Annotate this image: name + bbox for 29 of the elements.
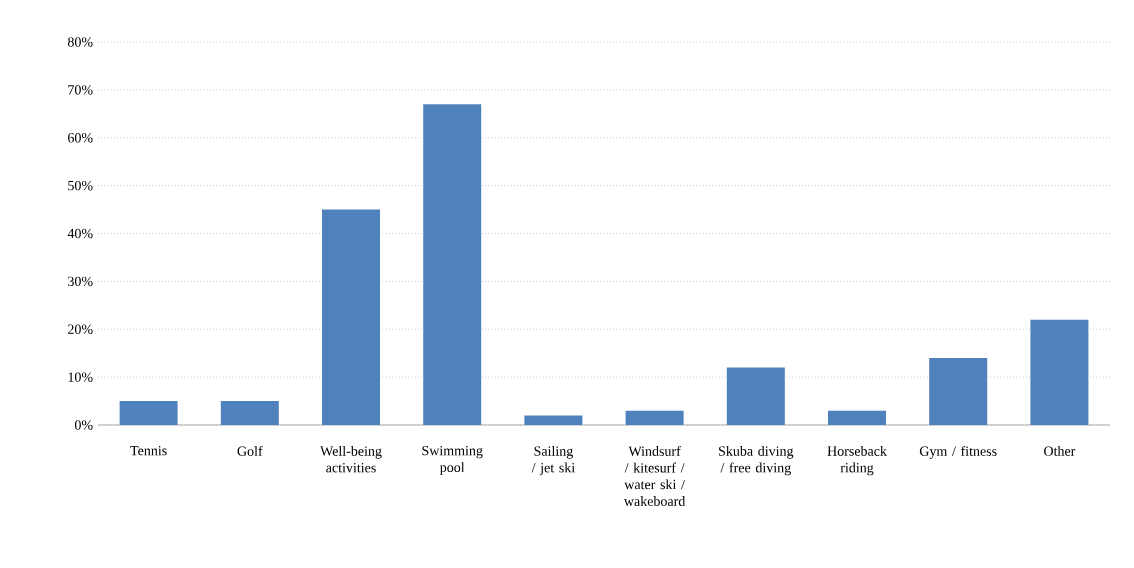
x-tick-label: Skuba diving / free diving <box>719 445 794 476</box>
y-tick-label: 70% <box>68 85 93 95</box>
x-tick-label: Other <box>1044 445 1076 456</box>
bar <box>220 401 279 425</box>
bar <box>119 401 178 425</box>
x-tick-label: Windsurf / kitesurf / water ski / wakeboard <box>623 445 686 506</box>
y-tick-label: 60% <box>68 133 93 143</box>
bar <box>423 104 482 425</box>
y-tick-label: 0% <box>74 420 93 430</box>
x-tick-label: Swimming pool <box>422 445 483 475</box>
x-tick-label: Gym / fitness <box>919 445 997 459</box>
bar <box>524 415 583 425</box>
y-tick-label: 10% <box>68 372 93 382</box>
bar <box>322 209 381 425</box>
bar <box>726 367 785 425</box>
bar <box>625 410 684 425</box>
y-tick-label: 30% <box>68 276 93 287</box>
x-tick-label: Well-being activities <box>320 445 382 473</box>
x-tick-label: Golf <box>237 445 263 456</box>
y-tick-label: 40% <box>67 228 93 239</box>
x-tick-label: Tennis <box>130 445 167 456</box>
x-tick-label: Sailing / jet ski <box>531 445 575 476</box>
bar <box>828 410 887 425</box>
y-tick-label: 50% <box>68 180 93 191</box>
bar <box>1030 319 1089 425</box>
x-tick-label: Horseback riding <box>827 445 887 476</box>
bar <box>929 357 988 425</box>
y-tick-label: 20% <box>68 324 93 334</box>
y-tick-label: 80% <box>67 37 93 47</box>
